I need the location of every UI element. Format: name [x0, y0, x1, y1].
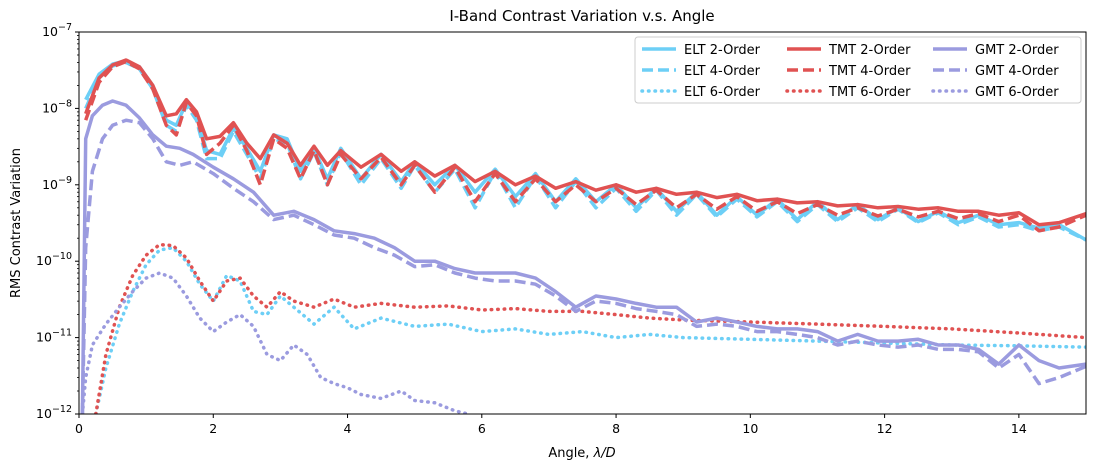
x-axis-title: Angle, λ/D	[548, 446, 615, 461]
y-tick-label: 10−11	[36, 328, 72, 345]
x-tick-label: 8	[612, 421, 620, 436]
x-tick-label: 10	[742, 421, 758, 436]
y-axis-title: RMS Contrast Variation	[9, 148, 24, 298]
legend-label: GMT 4-Order	[975, 64, 1059, 79]
legend-label: ELT 4-Order	[684, 64, 761, 79]
series-line-tmt-2-order	[84, 58, 1086, 227]
legend-box	[634, 36, 1082, 104]
chart-title: I-Band Contrast Variation v.s. Angle	[449, 7, 714, 25]
series-layer	[80, 58, 1086, 414]
legend-label: ELT 2-Order	[684, 43, 761, 58]
series-line-gmt-2-order	[80, 99, 1086, 414]
y-tick-label: 10−7	[42, 22, 72, 39]
series-line-gmt-6-order	[80, 271, 471, 414]
y-axis: 10−12 10−11 10−10 10−9 10−8 10−7	[36, 22, 79, 421]
legend-label: GMT 6-Order	[975, 85, 1059, 100]
x-tick-label: 6	[478, 421, 486, 436]
x-tick-label: 4	[344, 421, 352, 436]
series-line-gmt-4-order	[80, 118, 1086, 414]
legend-label: TMT 4-Order	[828, 64, 911, 79]
legend-label: ELT 6-Order	[684, 85, 761, 100]
series-line-tmt-4-order	[84, 59, 1086, 233]
legend-label: TMT 2-Order	[828, 43, 911, 58]
legend: ELT 2-Order ELT 4-Order ELT 6-Order TMT 2-O…	[634, 36, 1082, 104]
x-axis: 0 2 4 6 8 10 12 14	[75, 414, 1027, 436]
plot-frame	[78, 31, 1087, 415]
x-tick-label: 2	[209, 421, 217, 436]
y-tick-label: 10−8	[42, 98, 72, 115]
legend-label: TMT 6-Order	[828, 85, 911, 100]
x-tick-label: 12	[877, 421, 893, 436]
series-line-elt-6-order	[94, 245, 1086, 414]
x-tick-label: 14	[1011, 421, 1027, 436]
x-tick-label: 0	[75, 421, 83, 436]
legend-label: GMT 2-Order	[975, 43, 1059, 58]
y-tick-label: 10−9	[42, 175, 72, 192]
y-tick-label: 10−10	[36, 251, 72, 268]
series-line-tmt-6-order	[94, 242, 1086, 414]
y-tick-label: 10−12	[36, 404, 72, 421]
